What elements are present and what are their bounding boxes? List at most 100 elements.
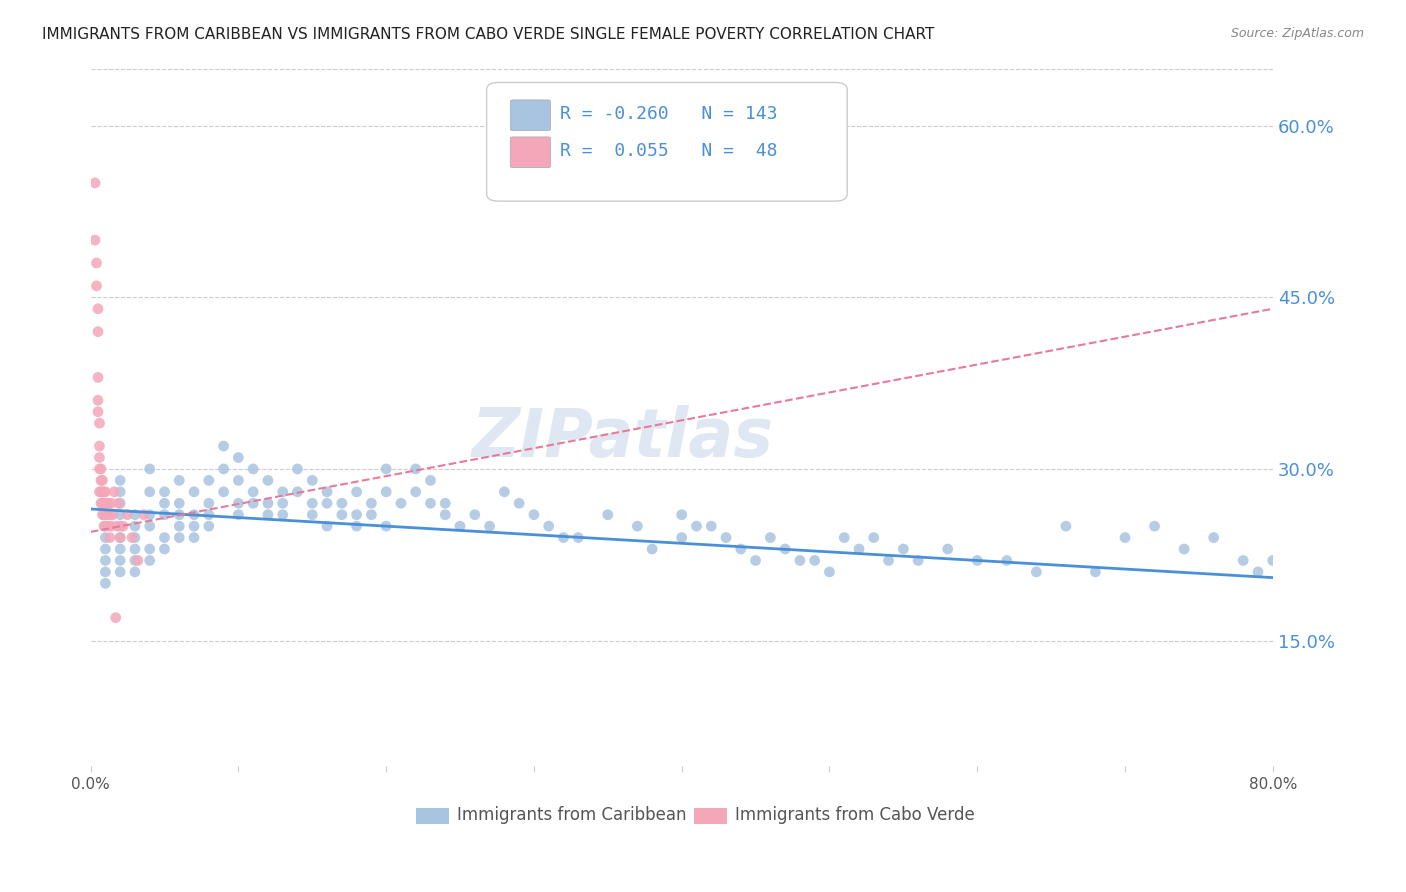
Point bbox=[94, 484, 117, 499]
Point bbox=[346, 519, 368, 533]
Point bbox=[108, 553, 131, 567]
Point bbox=[124, 553, 146, 567]
Point bbox=[87, 301, 110, 316]
Point bbox=[803, 553, 825, 567]
Point bbox=[90, 496, 112, 510]
Point bbox=[97, 496, 120, 510]
Point bbox=[700, 519, 723, 533]
Point bbox=[84, 233, 107, 247]
Bar bbox=[416, 808, 449, 823]
Point bbox=[419, 496, 441, 510]
Point bbox=[346, 508, 368, 522]
Point bbox=[449, 519, 471, 533]
Point bbox=[301, 474, 323, 488]
Point bbox=[773, 542, 796, 557]
Point bbox=[138, 519, 160, 533]
Point bbox=[89, 484, 111, 499]
Point bbox=[198, 496, 221, 510]
Point bbox=[553, 531, 575, 545]
Point bbox=[153, 542, 176, 557]
Point bbox=[107, 496, 129, 510]
Point bbox=[685, 519, 707, 533]
Point bbox=[389, 496, 412, 510]
Point bbox=[101, 508, 124, 522]
Point bbox=[1114, 531, 1136, 545]
Point bbox=[626, 519, 648, 533]
Point bbox=[138, 508, 160, 522]
Point bbox=[1025, 565, 1047, 579]
Point bbox=[183, 531, 205, 545]
Point bbox=[405, 484, 427, 499]
Point bbox=[124, 519, 146, 533]
Point bbox=[94, 576, 117, 591]
Point bbox=[98, 508, 121, 522]
Point bbox=[94, 519, 117, 533]
Point bbox=[301, 508, 323, 522]
Point bbox=[1336, 565, 1358, 579]
Point bbox=[316, 519, 339, 533]
Point bbox=[287, 462, 309, 476]
Text: Source: ZipAtlas.com: Source: ZipAtlas.com bbox=[1230, 27, 1364, 40]
Point bbox=[228, 474, 250, 488]
Point bbox=[596, 508, 619, 522]
Point bbox=[98, 531, 121, 545]
Point bbox=[242, 462, 264, 476]
Point bbox=[183, 484, 205, 499]
Point bbox=[212, 462, 235, 476]
Point bbox=[789, 553, 811, 567]
Point bbox=[112, 519, 135, 533]
Point bbox=[91, 496, 114, 510]
Point bbox=[257, 496, 280, 510]
Point bbox=[132, 508, 155, 522]
Point bbox=[995, 553, 1018, 567]
Point bbox=[93, 519, 115, 533]
Point bbox=[1084, 565, 1107, 579]
Point bbox=[375, 519, 398, 533]
Point bbox=[169, 531, 191, 545]
Point bbox=[94, 542, 117, 557]
Point bbox=[169, 508, 191, 522]
Point bbox=[93, 508, 115, 522]
Point bbox=[1350, 553, 1372, 567]
Point bbox=[671, 531, 693, 545]
Point bbox=[877, 553, 900, 567]
Point bbox=[271, 496, 294, 510]
Point bbox=[91, 508, 114, 522]
Point bbox=[153, 484, 176, 499]
Point bbox=[89, 439, 111, 453]
Point bbox=[96, 508, 118, 522]
Point bbox=[91, 474, 114, 488]
Point bbox=[108, 474, 131, 488]
Point bbox=[271, 484, 294, 499]
Point bbox=[228, 496, 250, 510]
Point bbox=[124, 542, 146, 557]
Point bbox=[301, 496, 323, 510]
Point bbox=[375, 484, 398, 499]
FancyBboxPatch shape bbox=[486, 82, 848, 201]
Point bbox=[94, 565, 117, 579]
Point bbox=[105, 519, 128, 533]
Point bbox=[100, 496, 122, 510]
Point bbox=[97, 519, 120, 533]
Point bbox=[104, 610, 127, 624]
Bar bbox=[693, 808, 727, 823]
Point bbox=[153, 496, 176, 510]
Point bbox=[138, 553, 160, 567]
Point bbox=[89, 462, 111, 476]
Point bbox=[198, 519, 221, 533]
Point bbox=[744, 553, 766, 567]
Point bbox=[1379, 576, 1402, 591]
Point bbox=[94, 553, 117, 567]
Point bbox=[108, 542, 131, 557]
Point bbox=[108, 484, 131, 499]
Point bbox=[94, 508, 117, 522]
Text: Immigrants from Cabo Verde: Immigrants from Cabo Verde bbox=[735, 806, 974, 824]
Point bbox=[1306, 565, 1329, 579]
Point bbox=[198, 508, 221, 522]
Point bbox=[1247, 565, 1270, 579]
Point bbox=[1261, 553, 1284, 567]
Point bbox=[124, 508, 146, 522]
Text: Immigrants from Caribbean: Immigrants from Caribbean bbox=[457, 806, 686, 824]
Point bbox=[523, 508, 546, 522]
Point bbox=[169, 519, 191, 533]
